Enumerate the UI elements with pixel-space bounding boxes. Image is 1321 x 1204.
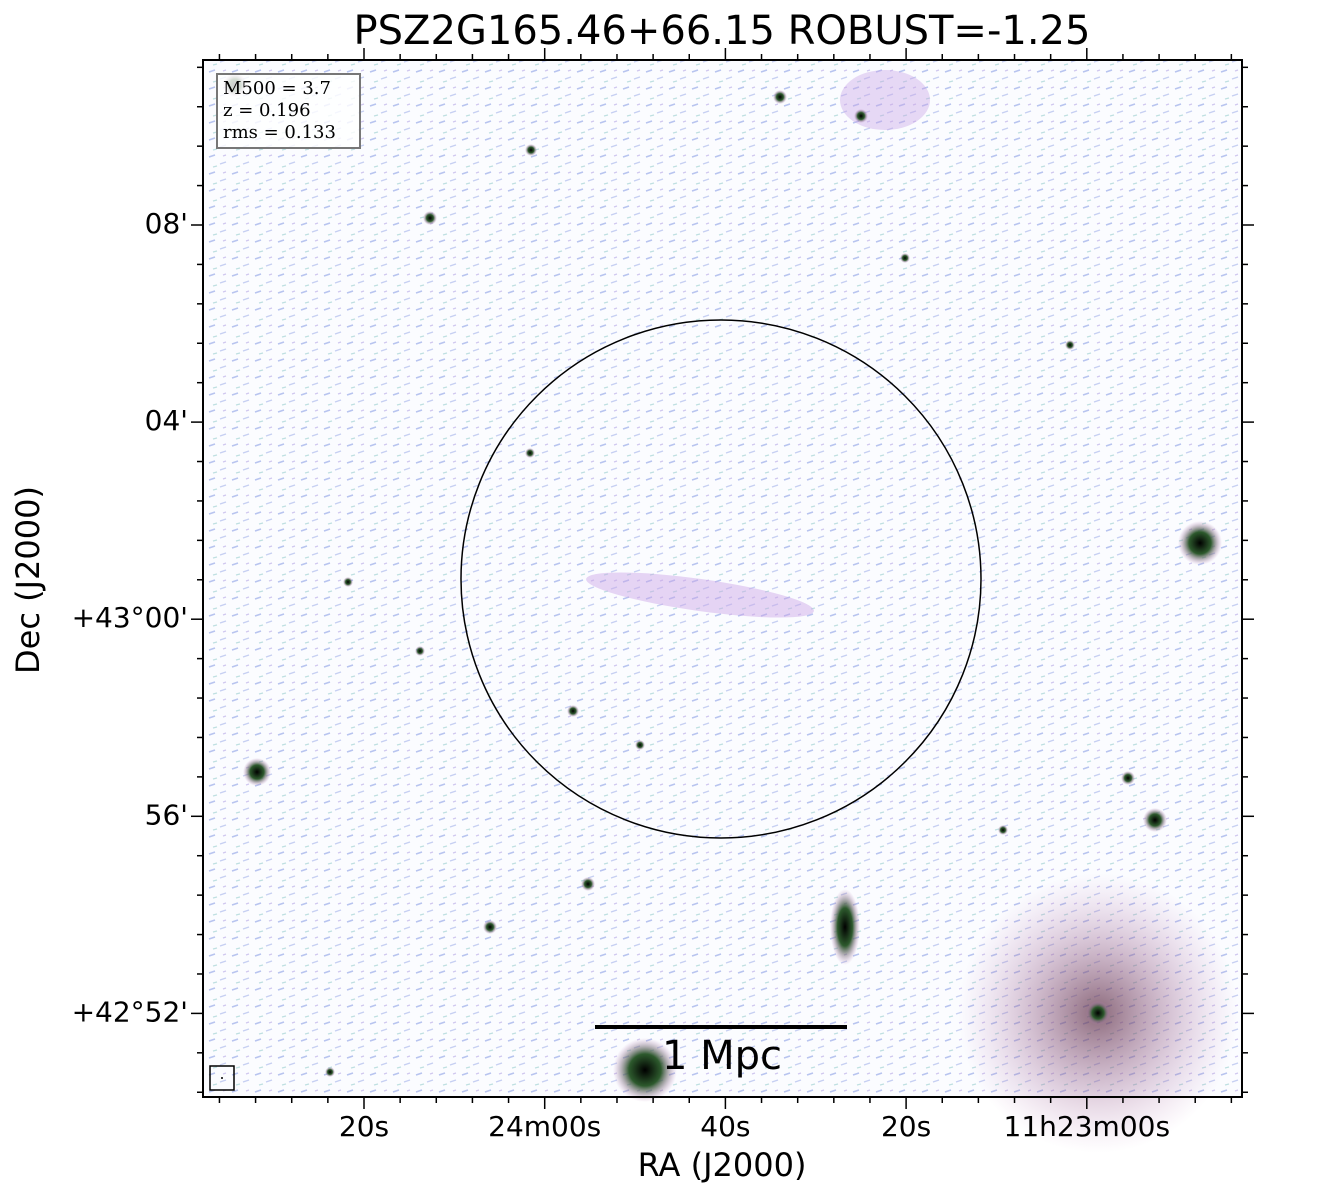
x-tick-label: 40s bbox=[700, 1110, 750, 1143]
beam bbox=[221, 1077, 223, 1079]
y-tick-label: 08' bbox=[145, 207, 188, 240]
scale-bar-label: 1 Mpc bbox=[662, 1033, 782, 1079]
beam-box bbox=[209, 1065, 235, 1091]
y-axis-label: Dec (J2000) bbox=[9, 486, 47, 674]
x-tick-label: 20s bbox=[881, 1110, 931, 1143]
ticks: 20s 24m00s 40s 20s 11h23m00s 08' 04' +43°00' 56'… bbox=[72, 48, 1254, 1143]
x-tick-label: 20s bbox=[339, 1110, 389, 1143]
info-line: rms = 0.133 bbox=[223, 122, 336, 143]
plot-frame bbox=[202, 59, 1243, 1098]
y-tick-label: +43°00' bbox=[72, 601, 188, 634]
x-axis-label: RA (J2000) bbox=[638, 1146, 807, 1184]
info-box bbox=[216, 73, 361, 149]
chart-title: PSZ2G165.46+66.15 ROBUST=-1.25 bbox=[354, 8, 1091, 54]
extended-emission bbox=[840, 70, 930, 130]
y-tick-label: 56' bbox=[145, 798, 188, 831]
image: 1 Mpc M500 = 3.7 z = 0.196 rms = 0.133 bbox=[203, 60, 1242, 1153]
sources bbox=[223, 73, 1222, 1102]
info-line: M500 = 3.7 bbox=[223, 78, 331, 99]
y-tick-label: +42°52' bbox=[72, 995, 188, 1028]
y-tick-label: 04' bbox=[145, 404, 188, 437]
r500-circle bbox=[460, 319, 982, 839]
info-line: z = 0.196 bbox=[223, 100, 311, 121]
relic-emission bbox=[586, 572, 814, 618]
x-tick-label: 24m00s bbox=[488, 1110, 601, 1143]
x-tick-label: 11h23m00s bbox=[1004, 1110, 1171, 1143]
